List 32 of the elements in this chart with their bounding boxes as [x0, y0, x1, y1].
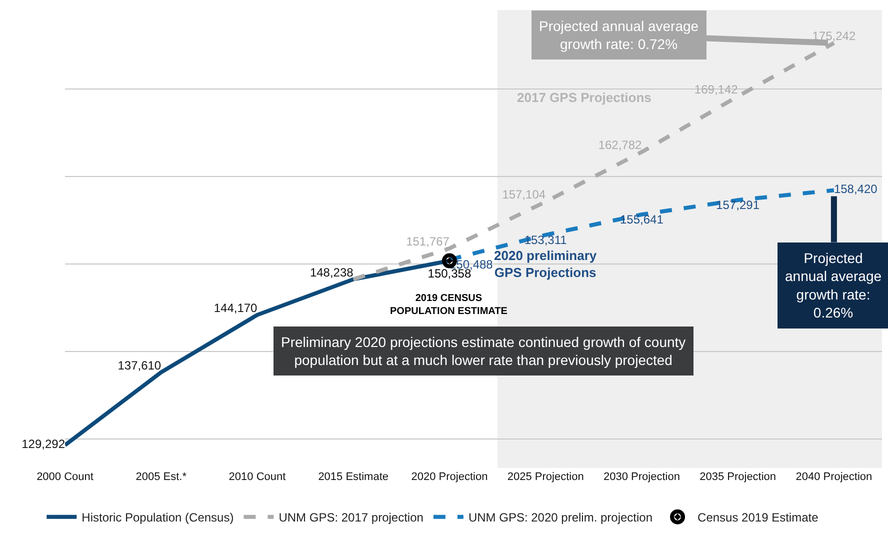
data-label: 155,641 — [620, 212, 664, 227]
x-tick-label: 2015 Estimate — [318, 471, 389, 483]
data-label: 151,767 — [406, 234, 450, 248]
data-label: 144,170 — [214, 300, 258, 315]
x-tick-label: 2005 Est.* — [136, 471, 188, 483]
data-label: 175,242 — [812, 29, 856, 43]
legend-label: Census 2019 Estimate — [698, 510, 819, 525]
legend-label: UNM GPS: 2017 projection — [278, 510, 424, 525]
x-tick-label: 2000 Count — [36, 471, 94, 483]
data-label: 157,291 — [716, 198, 760, 212]
annotation: Preliminary 2020 projections estimate continued growth of county population but at a much lower rate than previously projected — [281, 334, 686, 368]
x-tick-label: 2025 Projection — [507, 471, 584, 483]
data-label: 137,610 — [118, 358, 162, 372]
data-label: 157,104 — [502, 188, 546, 202]
data-label: 148,238 — [310, 265, 354, 280]
annotation: 2020 preliminary GPS Projections — [494, 248, 598, 280]
data-label: 158,420 — [834, 182, 878, 196]
x-tick-label: 2035 Projection — [700, 471, 776, 483]
annotation: Projected annual average growth rate: 0.72% — [539, 18, 699, 52]
annotation: 2019 CENSUS POPULATION ESTIMATE — [390, 293, 508, 317]
x-tick-label: 2010 Count — [228, 471, 286, 483]
x-tick-label: 2040 Projection — [796, 471, 872, 483]
legend-label: UNM GPS: 2020 prelim. projection — [468, 510, 653, 525]
x-tick-label: 2020 Projection — [411, 471, 488, 483]
data-label: 162,782 — [598, 138, 642, 152]
annotation: Projected annual average growth rate: 0.26% — [785, 250, 882, 321]
data-label: 129,292 — [22, 437, 66, 452]
data-label: 153,311 — [524, 232, 568, 247]
legend-label: Historic Population (Census) — [82, 510, 234, 525]
x-tick-label: 2030 Projection — [603, 471, 680, 483]
annotation: 2017 GPS Projections — [517, 90, 652, 105]
data-label: 169,142 — [694, 82, 738, 96]
